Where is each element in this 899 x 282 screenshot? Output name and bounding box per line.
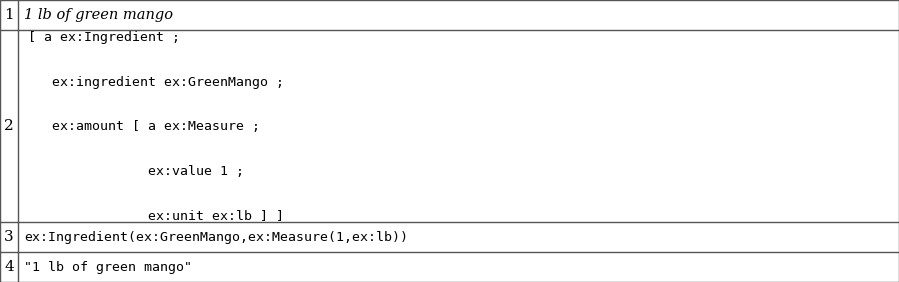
Text: 3: 3	[4, 230, 13, 244]
Text: 2: 2	[4, 119, 13, 133]
Text: "1 lb of green mango": "1 lb of green mango"	[24, 261, 192, 274]
Text: 4: 4	[4, 260, 13, 274]
Text: 1: 1	[4, 8, 13, 22]
Text: ex:unit ex:lb ] ]: ex:unit ex:lb ] ]	[28, 210, 284, 222]
Text: ex:Ingredient(ex:GreenMango,ex:Measure(1,ex:lb)): ex:Ingredient(ex:GreenMango,ex:Measure(1…	[24, 230, 408, 243]
Text: 1 lb of green mango: 1 lb of green mango	[24, 8, 173, 22]
Text: ex:value 1 ;: ex:value 1 ;	[28, 165, 244, 178]
Text: ex:amount [ a ex:Measure ;: ex:amount [ a ex:Measure ;	[28, 120, 260, 133]
Text: ex:ingredient ex:GreenMango ;: ex:ingredient ex:GreenMango ;	[28, 76, 284, 89]
Text: [ a ex:Ingredient ;: [ a ex:Ingredient ;	[28, 32, 180, 45]
